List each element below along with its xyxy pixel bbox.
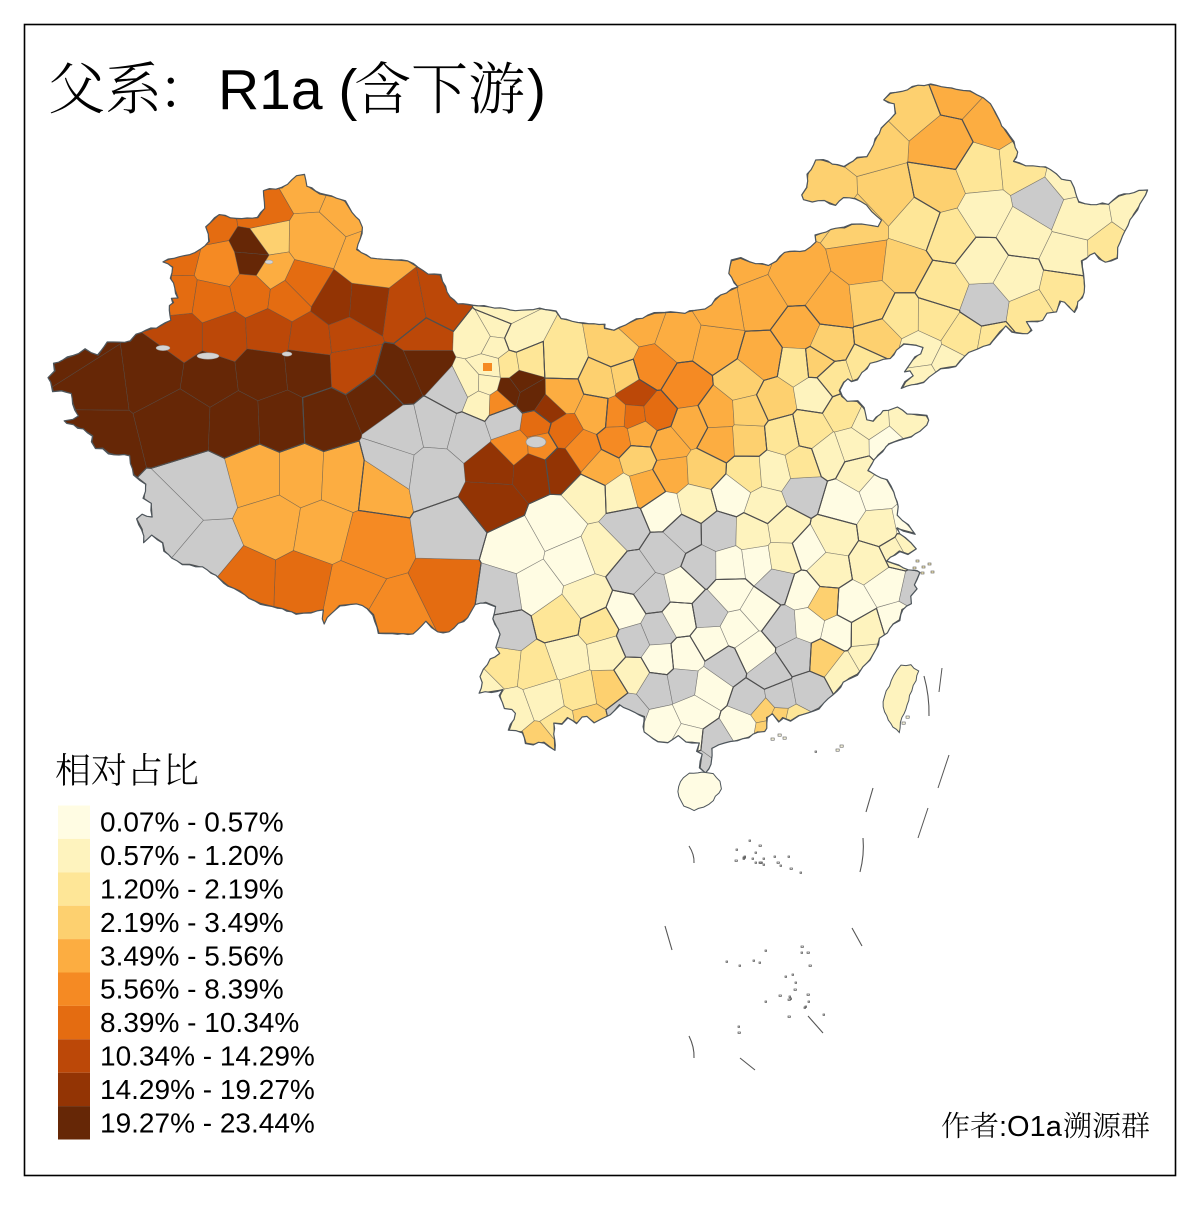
svg-text:): )	[527, 58, 546, 122]
svg-text:19.27% - 23.44%: 19.27% - 23.44%	[100, 1107, 315, 1138]
svg-text::O1a: :O1a	[999, 1111, 1063, 1143]
svg-text:8.39% - 10.34%: 8.39% - 10.34%	[100, 1007, 299, 1038]
svg-text:0.07% - 0.57%: 0.07% - 0.57%	[100, 807, 284, 838]
svg-text:5.56% - 8.39%: 5.56% - 8.39%	[100, 974, 284, 1005]
svg-text:R1a (: R1a (	[218, 58, 357, 122]
svg-text:10.34% - 14.29%: 10.34% - 14.29%	[100, 1041, 315, 1072]
svg-text:1.20% - 2.19%: 1.20% - 2.19%	[100, 874, 284, 905]
svg-text:2.19% - 3.49%: 2.19% - 3.49%	[100, 907, 284, 938]
svg-text:0.57% - 1.20%: 0.57% - 1.20%	[100, 840, 284, 871]
svg-text:14.29% - 19.27%: 14.29% - 19.27%	[100, 1074, 315, 1105]
svg-text:3.49% - 5.56%: 3.49% - 5.56%	[100, 940, 284, 971]
